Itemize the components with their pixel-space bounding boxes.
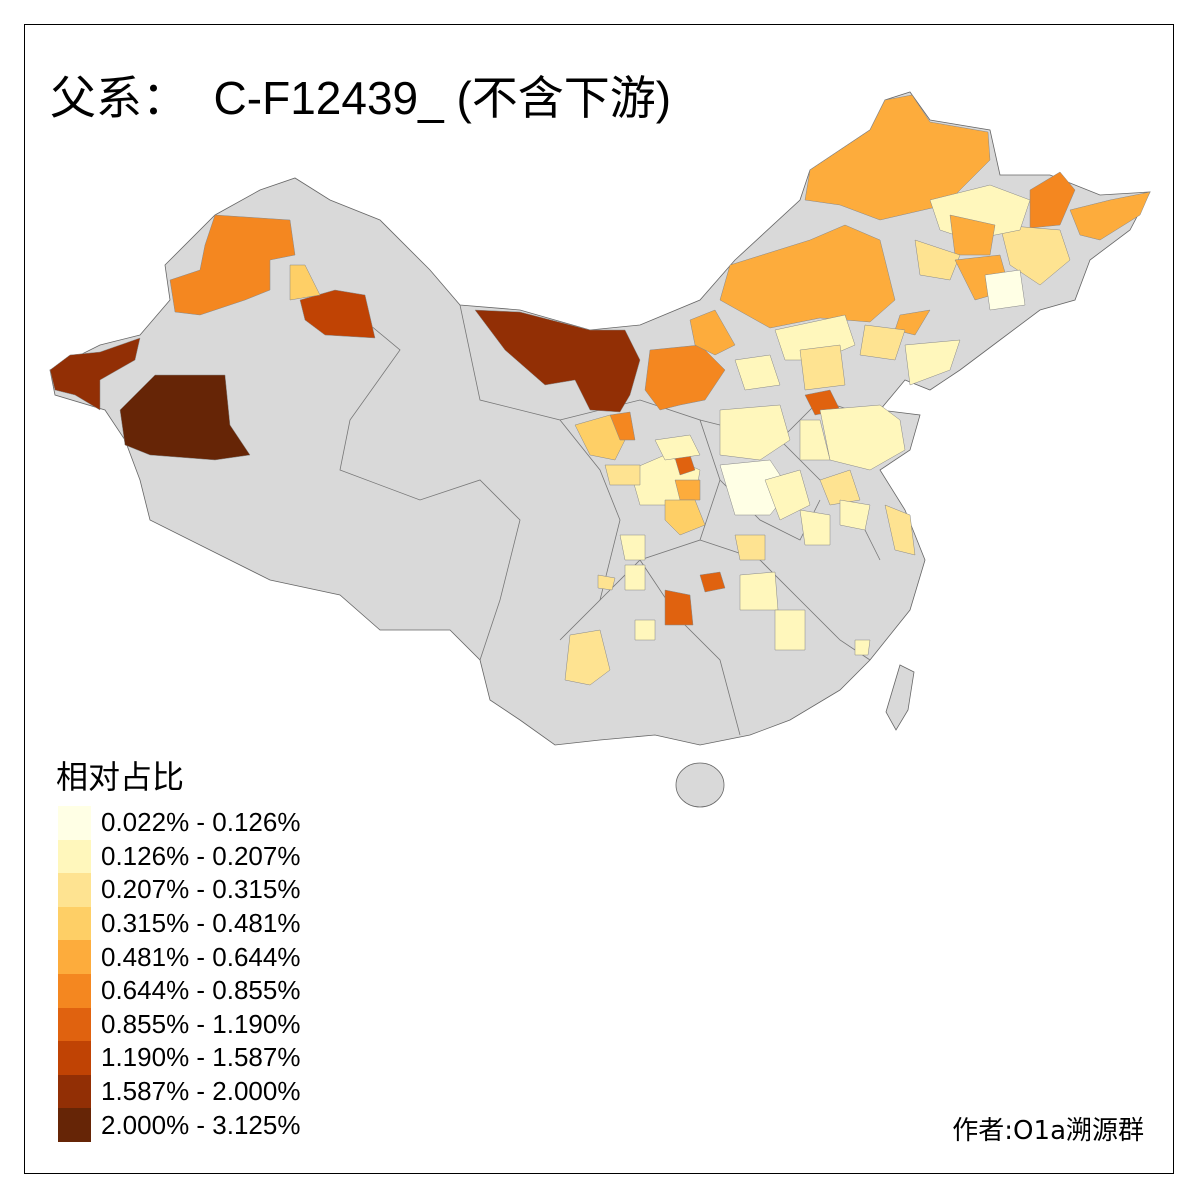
- legend-swatch: [58, 1108, 91, 1142]
- legend-label: 0.855% - 1.190%: [101, 1008, 301, 1039]
- legend-label: 0.207% - 0.315%: [101, 874, 301, 905]
- hainan: [675, 762, 725, 808]
- legend: 0.022% - 0.126% 0.126% - 0.207% 0.207% -…: [58, 806, 300, 1142]
- taiwan: [885, 664, 915, 731]
- legend-item: 0.855% - 1.190%: [58, 1007, 301, 1042]
- shaded-regions: [49, 94, 1151, 686]
- legend-swatch: [58, 806, 91, 840]
- map-title: 父系： C-F12439_ (不含下游): [50, 72, 672, 124]
- legend-item: 0.126% - 0.207%: [58, 839, 301, 874]
- legend-swatch: [58, 1007, 91, 1042]
- author-credit: 作者:O1a溯源群: [952, 1116, 1144, 1146]
- legend-item: 0.481% - 0.644%: [58, 940, 300, 974]
- legend-swatch: [58, 973, 91, 1008]
- legend-swatch: [58, 1074, 91, 1109]
- legend-title: 相对占比: [56, 758, 185, 796]
- legend-label: 2.000% - 3.125%: [101, 1109, 301, 1140]
- legend-item: 0.207% - 0.315%: [58, 873, 300, 907]
- legend-label: 0.126% - 0.207%: [101, 840, 301, 871]
- legend-label: 0.481% - 0.644%: [101, 941, 301, 972]
- legend-label: 0.644% - 0.855%: [101, 975, 301, 1006]
- legend-swatch: [58, 906, 91, 941]
- legend-label: 0.315% - 0.481%: [101, 908, 301, 939]
- legend-swatch: [58, 839, 91, 874]
- legend-label: 1.587% - 2.000%: [101, 1076, 301, 1107]
- legend-item: 1.587% - 2.000%: [58, 1074, 301, 1109]
- map-frame: [24, 24, 1174, 1174]
- legend-swatch: [58, 1041, 91, 1075]
- legend-label: 1.190% - 1.587%: [101, 1042, 301, 1073]
- legend-label: 0.022% - 0.126%: [101, 807, 301, 838]
- legend-swatch: [58, 940, 91, 974]
- legend-item: 0.022% - 0.126%: [58, 806, 300, 840]
- legend-swatch: [58, 873, 91, 907]
- legend-item: 2.000% - 3.125%: [58, 1108, 300, 1142]
- legend-item: 1.190% - 1.587%: [58, 1041, 300, 1075]
- legend-item: 0.644% - 0.855%: [58, 973, 301, 1008]
- legend-item: 0.315% - 0.481%: [58, 906, 301, 941]
